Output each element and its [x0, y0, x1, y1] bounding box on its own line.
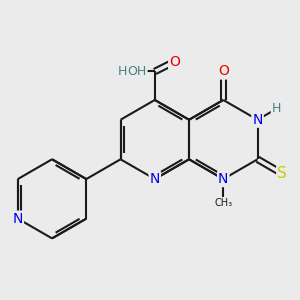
Text: N: N [13, 212, 23, 226]
Text: CH₃: CH₃ [214, 198, 232, 208]
Text: N: N [252, 113, 263, 127]
Text: S: S [277, 166, 287, 181]
Text: OH: OH [128, 65, 147, 78]
Text: H: H [117, 65, 127, 78]
Text: O: O [218, 64, 229, 79]
Text: N: N [218, 172, 229, 186]
Text: H: H [272, 102, 281, 116]
Text: O: O [169, 55, 180, 69]
Text: N: N [150, 172, 160, 186]
